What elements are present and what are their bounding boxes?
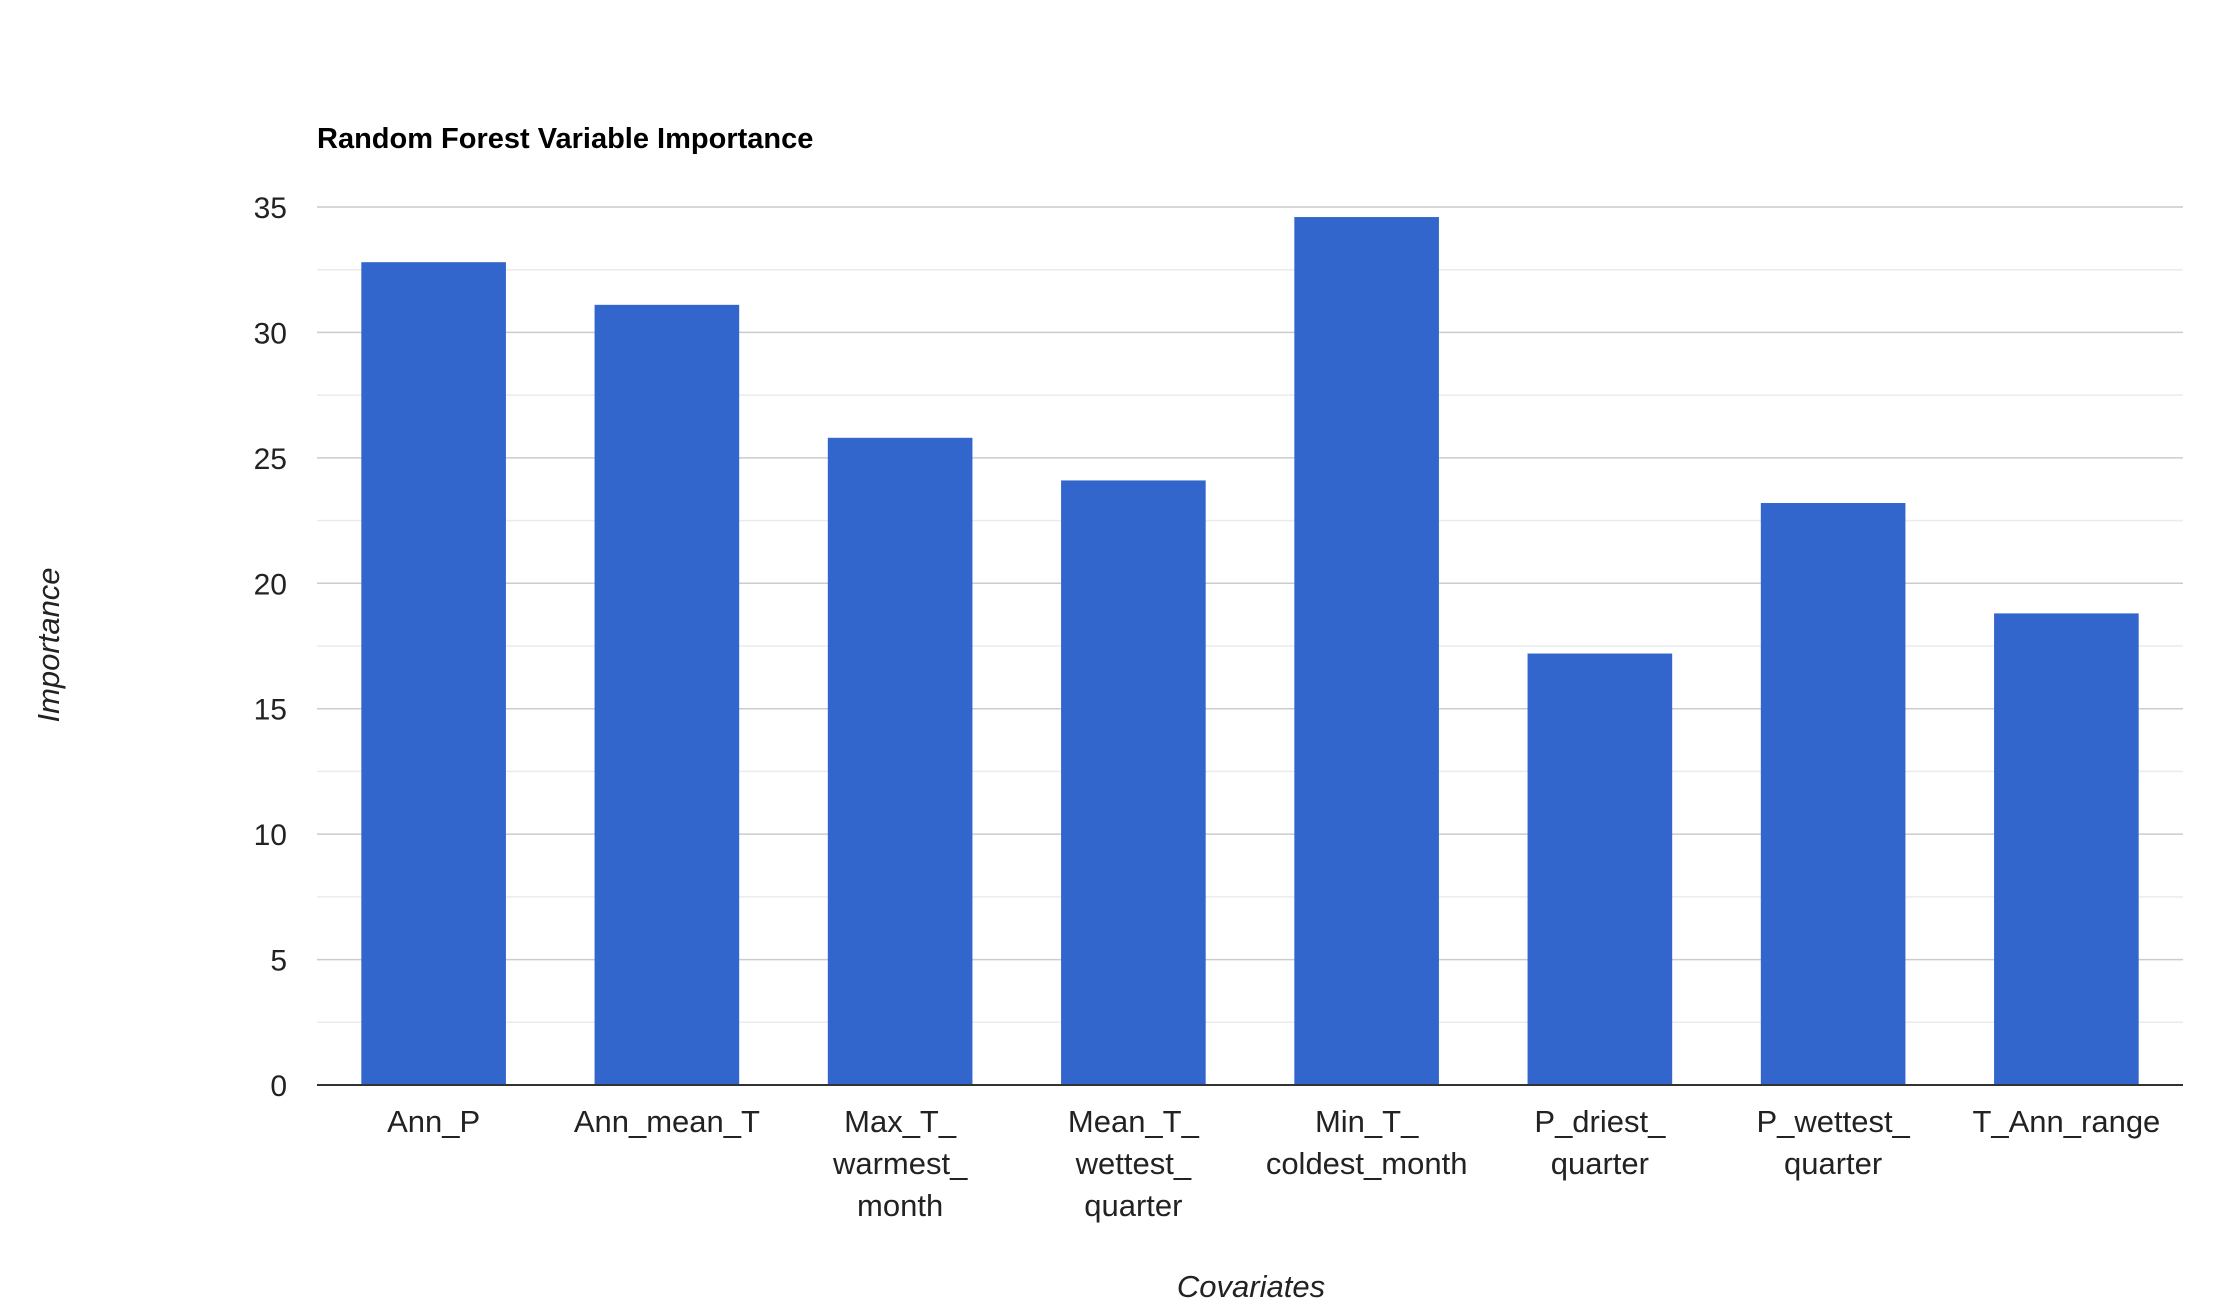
bar (594, 304, 740, 1085)
x-axis-title: Covariates (1177, 1269, 1325, 1304)
bar (361, 262, 506, 1085)
y-tick-label: 35 (254, 192, 287, 225)
x-category-label: Max_T_ warmest_ month (832, 1104, 968, 1223)
x-category-label: T_Ann_range (1972, 1104, 2160, 1139)
x-category-label: P_driest_ quarter (1534, 1104, 1666, 1181)
x-category-label: Ann_P (387, 1104, 480, 1139)
x-category-label: Ann_mean_T (574, 1104, 760, 1139)
chart-title: Random Forest Variable Importance (317, 123, 813, 155)
bar (1994, 613, 2139, 1085)
y-tick-label: 5 (270, 945, 287, 978)
bar (1760, 503, 1906, 1085)
y-axis-tick-labels: 0 5 10 15 20 25 30 35 (254, 192, 287, 1103)
bar (1061, 480, 1206, 1085)
bars (361, 217, 2139, 1085)
y-tick-label: 0 (270, 1070, 287, 1103)
bar (1527, 653, 1673, 1085)
y-tick-label: 15 (254, 694, 287, 727)
x-category-label: Min_T_ coldest_month (1266, 1104, 1468, 1181)
x-category-label: P_wettest_ quarter (1756, 1104, 1910, 1181)
x-axis-category-labels: Ann_P Ann_mean_T Max_T_ warmest_ month Mean_T… (387, 1104, 2160, 1223)
bar (827, 437, 973, 1085)
y-tick-label: 10 (254, 819, 287, 852)
y-tick-label: 25 (254, 443, 287, 476)
y-axis-title: Importance (31, 567, 66, 722)
x-category-label: Mean_T_ wettest_ quarter (1068, 1104, 1200, 1223)
bar (1294, 217, 1439, 1085)
y-tick-label: 30 (254, 317, 287, 350)
y-tick-label: 20 (254, 568, 287, 601)
